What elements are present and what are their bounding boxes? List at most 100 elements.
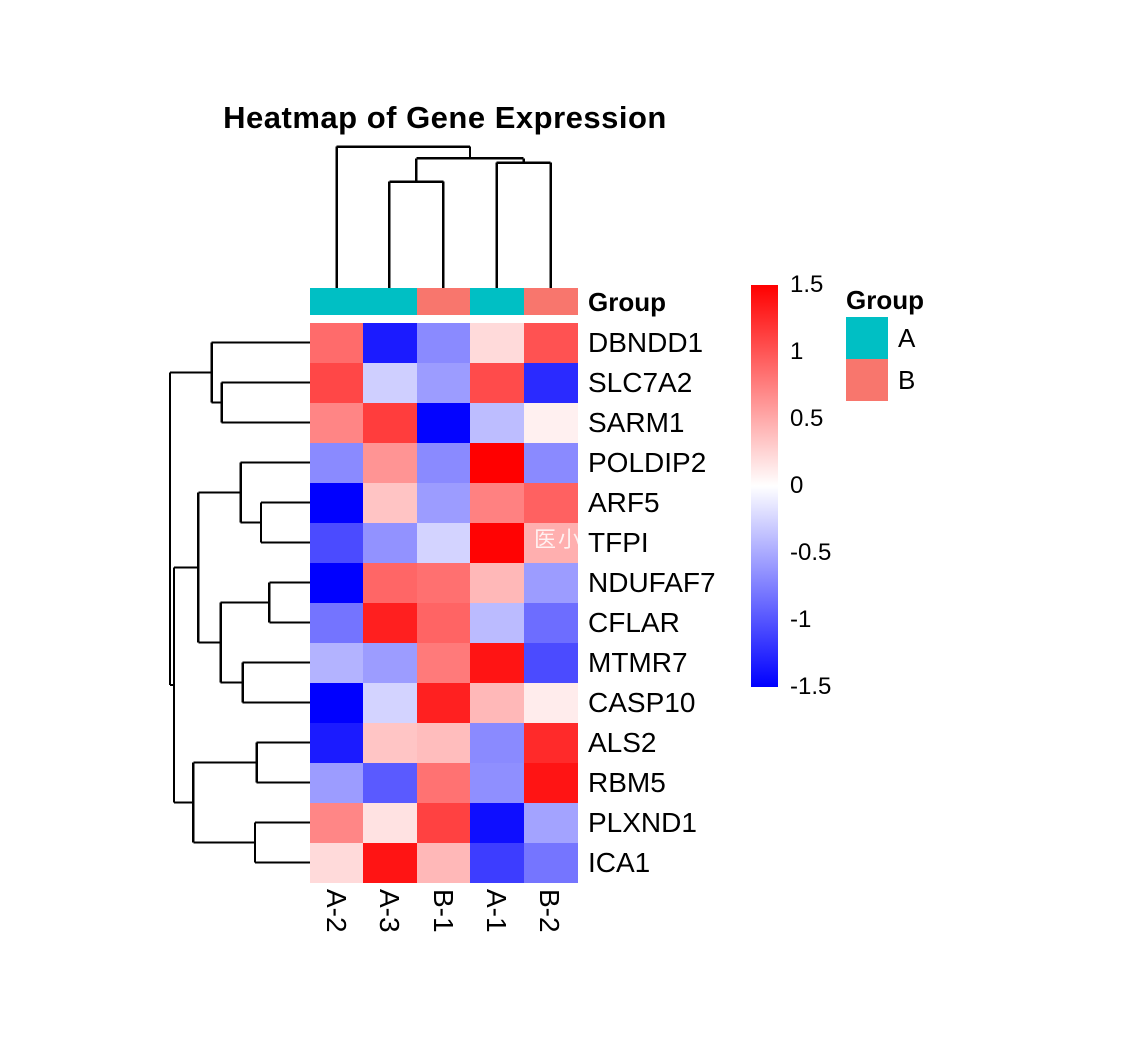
heatmap-cell [363,642,418,684]
column-dendrogram [335,145,552,288]
heatmap-cell [310,842,364,884]
row-label: ICA1 [588,846,651,878]
heatmap-cell [416,362,471,404]
heatmap-cell [523,362,578,404]
row-dendrogram [168,341,310,864]
heatmap-cell [416,762,471,804]
color-scale-tick-label: 0 [790,472,804,499]
heatmap-cell [363,802,418,844]
row-label: NDUFAF7 [588,566,716,598]
heatmap-cell [523,562,578,604]
heatmap-cell [363,842,418,884]
plot-title: Heatmap of Gene Expression [223,100,667,135]
heatmap-cell [416,802,471,844]
heatmap-cell [470,722,525,764]
heatmap-cell [416,482,471,524]
heatmap-cell [310,642,364,684]
heatmap-cell [470,682,525,724]
column-label: A-3 [374,889,406,933]
color-scale-tick-label: 0.5 [790,405,824,432]
heatmap-cell [363,682,418,724]
heatmap-cell [523,762,578,804]
legend-swatch [846,359,888,401]
legend-label: B [898,365,916,395]
row-label: TFPI [588,526,649,558]
heatmap-cell [416,322,471,364]
legend-swatch [846,317,888,359]
heatmap-cell [470,322,525,364]
heatmap-cell [523,682,578,724]
color-scale-tick-label: -0.5 [790,539,832,566]
row-label: CASP10 [588,686,696,718]
heatmap-cell [416,562,471,604]
heatmap-cell [310,322,364,364]
row-label: ALS2 [588,726,657,758]
heatmap-cell [523,482,578,524]
heatmap-cell [310,682,364,724]
heatmap-cell [523,642,578,684]
heatmap-cell [470,842,525,884]
heatmap-cell [363,322,418,364]
annotation-cell [523,288,578,315]
heatmap-cell [310,602,364,644]
group-legend-title: Group [846,285,924,315]
watermark: 医小 [534,527,583,552]
heatmap-cell [416,842,471,884]
heatmap-cell [363,722,418,764]
heatmap-cell [363,362,418,404]
column-label: B-2 [534,889,566,933]
heatmap-cell [416,722,471,764]
heatmap-cell [363,602,418,644]
heatmap-cell [363,562,418,604]
color-scale-tick-label: -1.5 [790,673,832,700]
legend-label: A [898,323,916,353]
heatmap-cell [363,402,418,444]
heatmap-cell [310,762,364,804]
row-label: POLDIP2 [588,446,707,478]
heatmap-cell [310,362,364,404]
heatmap-cell [523,442,578,484]
heatmap-cell [416,402,471,444]
heatmap-cell [523,522,578,564]
color-scale-tick-label: -1 [790,606,812,633]
heatmap-cell [470,442,525,484]
heatmap-cell [523,802,578,844]
heatmap-cell [363,482,418,524]
column-label: B-1 [427,889,459,933]
heatmap-cell [470,522,525,564]
heatmap-cell [523,722,578,764]
annotation-cell [470,288,525,315]
annotation-cell [416,288,471,315]
row-label: RBM5 [588,766,666,798]
heatmap-cell [310,482,364,524]
heatmap-cell [416,682,471,724]
heatmap-cell [470,602,525,644]
row-label: CFLAR [588,606,680,638]
annotation-label: Group [588,287,666,317]
column-label-box: B-2 [534,889,607,933]
heatmap-cell [523,842,578,884]
row-label: PLXND1 [588,806,697,838]
heatmap-cell [416,642,471,684]
heatmap-cell [310,722,364,764]
row-label: DBNDD1 [588,326,704,358]
row-label: ARF5 [588,486,660,518]
heatmap-cell [523,602,578,644]
heatmap-cell [310,442,364,484]
color-scale-tick-label: 1 [790,338,804,365]
color-scale-bar [751,285,778,687]
row-label: SLC7A2 [588,366,693,398]
heatmap-cell [470,762,525,804]
heatmap-cell [416,442,471,484]
heatmap-cell [470,642,525,684]
heatmap-cell [470,362,525,404]
color-scale-tick-label: 1.5 [790,271,824,298]
heatmap-cell [363,762,418,804]
row-label: SARM1 [588,406,685,438]
heatmap-cell [470,482,525,524]
column-label: A-1 [480,889,512,933]
heatmap-cell [363,442,418,484]
heatmap-cell [363,522,418,564]
